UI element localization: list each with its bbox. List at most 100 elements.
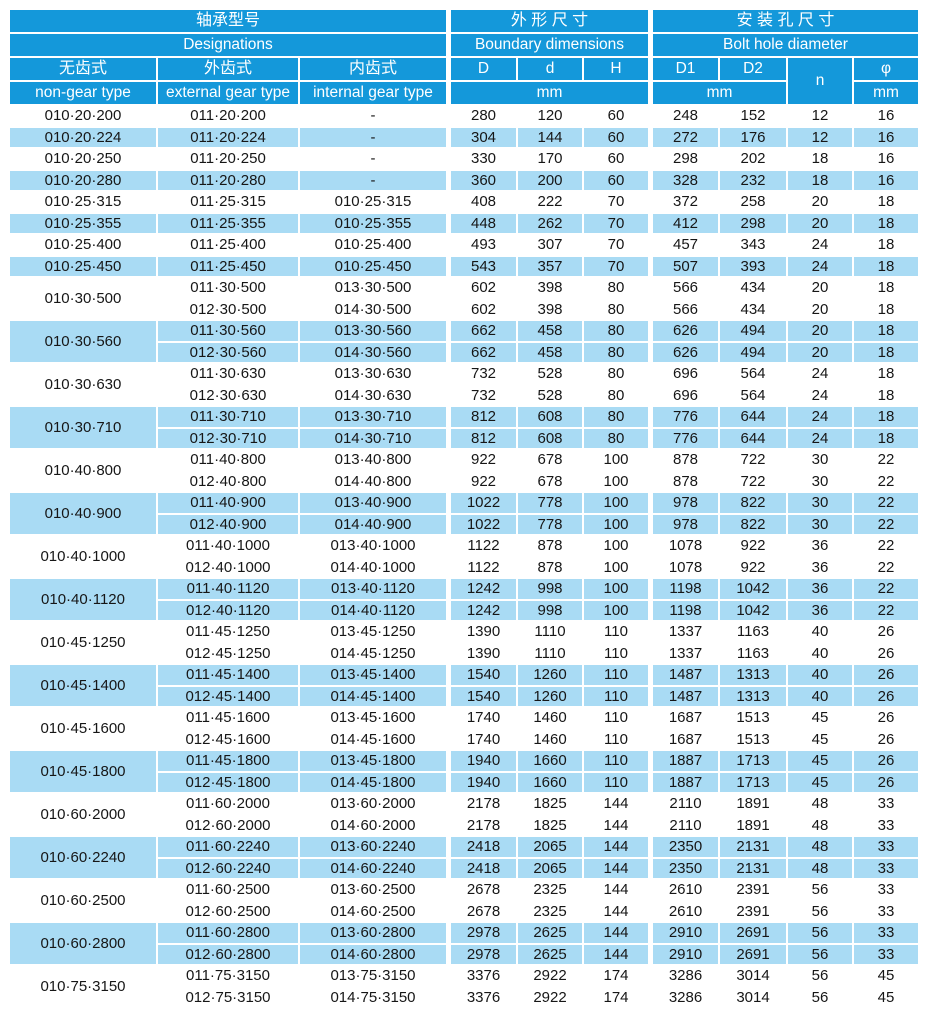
cell-internal-gear-type: - — [300, 170, 446, 190]
cell-d: 1110 — [518, 643, 582, 663]
cell-n: 40 — [788, 643, 852, 663]
cell-D: 732 — [448, 385, 516, 405]
cell-D: 3376 — [448, 987, 516, 1007]
cell-internal-gear-type: 013·60·2800 — [300, 923, 446, 943]
cell-non-gear-type: 010·30·630 — [10, 364, 156, 405]
cell-D: 330 — [448, 149, 516, 169]
cell-internal-gear-type: 014·40·900 — [300, 514, 446, 534]
cell-D1: 457 — [650, 235, 718, 255]
cell-D: 812 — [448, 428, 516, 448]
cell-D: 2678 — [448, 880, 516, 900]
cell-external-gear-type: 011·25·355 — [158, 213, 298, 233]
cell-external-gear-type: 011·20·224 — [158, 127, 298, 147]
cell-D1: 2910 — [650, 923, 718, 943]
cell-D: 408 — [448, 192, 516, 212]
cell-phi: 33 — [854, 901, 918, 921]
cell-d: 2625 — [518, 923, 582, 943]
header-col-d: d — [518, 58, 582, 80]
cell-d: 262 — [518, 213, 582, 233]
table-row: 012·30·560 014·30·560 662 458 80 626 494 20 18 — [10, 342, 918, 362]
table-row: 010·40·900 011·40·900 013·40·900 1022 778 100… — [10, 493, 918, 534]
cell-d: 120 — [518, 106, 582, 126]
cell-external-gear-type: 012·30·630 — [158, 385, 298, 405]
cell-external-gear-type: 011·40·800 — [158, 450, 298, 470]
cell-n: 20 — [788, 299, 852, 319]
cell-phi: 18 — [854, 428, 918, 448]
cell-D1: 978 — [650, 493, 718, 513]
cell-n: 56 — [788, 987, 852, 1007]
cell-n: 20 — [788, 342, 852, 362]
table-row: 012·45·1600 014·45·1600 1740 1460 110 1687 151… — [10, 729, 918, 749]
cell-H: 144 — [584, 944, 648, 964]
cell-external-gear-type: 012·40·800 — [158, 471, 298, 491]
cell-D: 1122 — [448, 536, 516, 556]
cell-D1: 1487 — [650, 686, 718, 706]
cell-d: 1825 — [518, 794, 582, 814]
cell-H: 110 — [584, 772, 648, 792]
cell-d: 528 — [518, 364, 582, 384]
table-row: 012·60·2000 014·60·2000 2178 1825 144 2110 189… — [10, 815, 918, 835]
cell-internal-gear-type: 013·30·710 — [300, 407, 446, 427]
cell-phi: 26 — [854, 729, 918, 749]
cell-d: 1825 — [518, 815, 582, 835]
cell-H: 80 — [584, 364, 648, 384]
cell-D: 2978 — [448, 944, 516, 964]
cell-D1: 3286 — [650, 987, 718, 1007]
cell-D1: 566 — [650, 299, 718, 319]
cell-phi: 16 — [854, 149, 918, 169]
cell-D: 1940 — [448, 751, 516, 771]
table-row: 010·45·1800 011·45·1800 013·45·1800 1940 166… — [10, 751, 918, 792]
cell-D2: 722 — [720, 471, 786, 491]
cell-d: 2325 — [518, 880, 582, 900]
cell-H: 174 — [584, 987, 648, 1007]
table-row: 010·25·315 011·25·315 010·25·315 408 222 70 37… — [10, 192, 918, 212]
cell-external-gear-type: 011·60·2500 — [158, 880, 298, 900]
cell-external-gear-type: 011·20·280 — [158, 170, 298, 190]
cell-n: 36 — [788, 579, 852, 599]
cell-non-gear-type: 010·60·2800 — [10, 923, 156, 964]
table-row: 012·45·1800 014·45·1800 1940 1660 110 1887 171… — [10, 772, 918, 792]
cell-non-gear-type: 010·20·224 — [10, 127, 156, 147]
cell-n: 24 — [788, 428, 852, 448]
cell-n: 30 — [788, 471, 852, 491]
cell-H: 110 — [584, 643, 648, 663]
cell-internal-gear-type: 013·40·800 — [300, 450, 446, 470]
cell-D1: 776 — [650, 407, 718, 427]
cell-n: 36 — [788, 600, 852, 620]
header-internal-gear-zh: 内齿式 — [300, 58, 446, 80]
table-row: 010·60·2500 011·60·2500 013·60·2500 2678 232… — [10, 880, 918, 921]
cell-D: 448 — [448, 213, 516, 233]
cell-d: 678 — [518, 471, 582, 491]
cell-n: 56 — [788, 966, 852, 986]
header-external-gear-zh: 外齿式 — [158, 58, 298, 80]
cell-D: 602 — [448, 278, 516, 298]
cell-H: 100 — [584, 471, 648, 491]
cell-d: 307 — [518, 235, 582, 255]
cell-external-gear-type: 012·30·710 — [158, 428, 298, 448]
cell-D2: 822 — [720, 493, 786, 513]
table-row: 012·60·2800 014·60·2800 2978 2625 144 2910 269… — [10, 944, 918, 964]
cell-D2: 393 — [720, 256, 786, 276]
cell-d: 1460 — [518, 708, 582, 728]
cell-D1: 878 — [650, 450, 718, 470]
cell-internal-gear-type: 010·25·450 — [300, 256, 446, 276]
cell-phi: 18 — [854, 385, 918, 405]
cell-H: 80 — [584, 299, 648, 319]
cell-H: 60 — [584, 106, 648, 126]
table-row: 010·45·1250 011·45·1250 013·45·1250 1390 111… — [10, 622, 918, 663]
cell-D1: 2910 — [650, 944, 718, 964]
header-unit-mm-boundary: mm — [448, 82, 648, 104]
cell-D: 1122 — [448, 557, 516, 577]
header-designations-zh: 轴承型号 — [10, 10, 446, 32]
cell-D1: 566 — [650, 278, 718, 298]
header-col-H: H — [584, 58, 648, 80]
cell-D2: 644 — [720, 428, 786, 448]
cell-internal-gear-type: - — [300, 106, 446, 126]
cell-d: 878 — [518, 557, 582, 577]
cell-D1: 776 — [650, 428, 718, 448]
table-row: 010·45·1400 011·45·1400 013·45·1400 1540 126… — [10, 665, 918, 706]
header-col-D2: D2 — [720, 58, 786, 80]
cell-non-gear-type: 010·75·3150 — [10, 966, 156, 1007]
cell-d: 2922 — [518, 966, 582, 986]
cell-n: 40 — [788, 665, 852, 685]
